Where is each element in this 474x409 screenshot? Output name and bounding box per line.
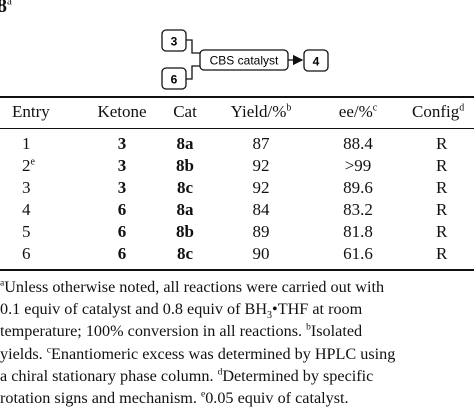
table-bottom-rule — [0, 269, 474, 271]
cell-yield: 92 — [252, 156, 270, 175]
cell-ee: 83.2 — [343, 200, 373, 219]
cell-entry: 6 — [22, 244, 31, 263]
product-box — [303, 49, 329, 72]
cell-entry: 3 — [22, 178, 31, 197]
footnote-line: aUnless otherwise noted, all reactions w… — [0, 278, 385, 296]
cell-cat: 8b — [176, 156, 194, 175]
cell-config: R — [436, 178, 448, 197]
footnote-line: a chiral stationary phase column. dDeter… — [0, 366, 374, 385]
cell-yield: 89 — [252, 222, 270, 241]
cell-entry: 1 — [22, 134, 31, 153]
connector-bottom — [186, 65, 200, 80]
footnote-line: yields. cEnantiomeric excess was determi… — [0, 344, 396, 363]
cell-yield: 87 — [252, 134, 270, 153]
footnote-line: 0.1 equiv of catalyst and 0.8 equiv of B… — [0, 300, 363, 322]
cell-ee: 81.8 — [343, 222, 373, 241]
cell-ee: 89.6 — [343, 178, 373, 197]
cell-yield: 92 — [252, 178, 270, 197]
table-top-rule — [0, 96, 474, 98]
cell-config: R — [436, 156, 448, 175]
header-entry: Entry — [12, 102, 50, 121]
table-header-rule — [0, 128, 474, 130]
header-ee: ee/%c — [338, 102, 378, 121]
header-yield: Yield/%b — [230, 102, 292, 121]
cell-config: R — [436, 244, 448, 263]
header-ketone: Ketone — [97, 102, 147, 121]
footnote-line: temperature; 100% conversion in all reac… — [0, 322, 363, 341]
cell-config: R — [436, 200, 448, 219]
cell-yield: 84 — [252, 200, 270, 219]
product-label: 4 — [313, 55, 320, 69]
cell-cat: 8b — [176, 222, 194, 241]
cell-ketone: 3 — [117, 134, 127, 153]
cell-cat: 8c — [176, 178, 194, 197]
cell-cat: 8c — [176, 244, 194, 263]
cell-cat: 8a — [176, 200, 194, 219]
cell-entry: 5 — [22, 222, 31, 241]
cell-ee: >99 — [344, 156, 372, 175]
footnote-line: rotation signs and mechanism. e0.05 equi… — [0, 389, 349, 408]
cell-ee: 61.6 — [343, 244, 373, 263]
connector-top — [186, 39, 200, 54]
ketone-3-label: 3 — [171, 35, 178, 49]
table-footnotes: aUnless otherwise noted, all reactions w… — [0, 276, 474, 409]
cell-ketone: 6 — [117, 222, 127, 241]
cell-yield: 90 — [252, 244, 270, 263]
cell-entry: 4 — [22, 200, 31, 219]
cell-cat: 8a — [176, 134, 194, 153]
header-config: Configd — [412, 102, 465, 121]
ketone-6-label: 6 — [171, 73, 178, 87]
cell-ee: 88.4 — [343, 134, 373, 153]
cell-ketone: 6 — [117, 244, 127, 263]
cell-ketone: 3 — [117, 156, 127, 175]
reaction-scheme: 3 6 CBS catalyst 4 — [161, 29, 329, 90]
cell-ketone: 3 — [117, 178, 127, 197]
catalyst-label: CBS catalyst — [210, 54, 279, 68]
cell-config: R — [436, 134, 448, 153]
cell-entry: 2e — [22, 156, 35, 175]
header-cat: Cat — [173, 102, 197, 121]
cell-ketone: 6 — [117, 200, 127, 219]
cell-config: R — [436, 222, 448, 241]
table-label: 8a — [0, 0, 12, 17]
